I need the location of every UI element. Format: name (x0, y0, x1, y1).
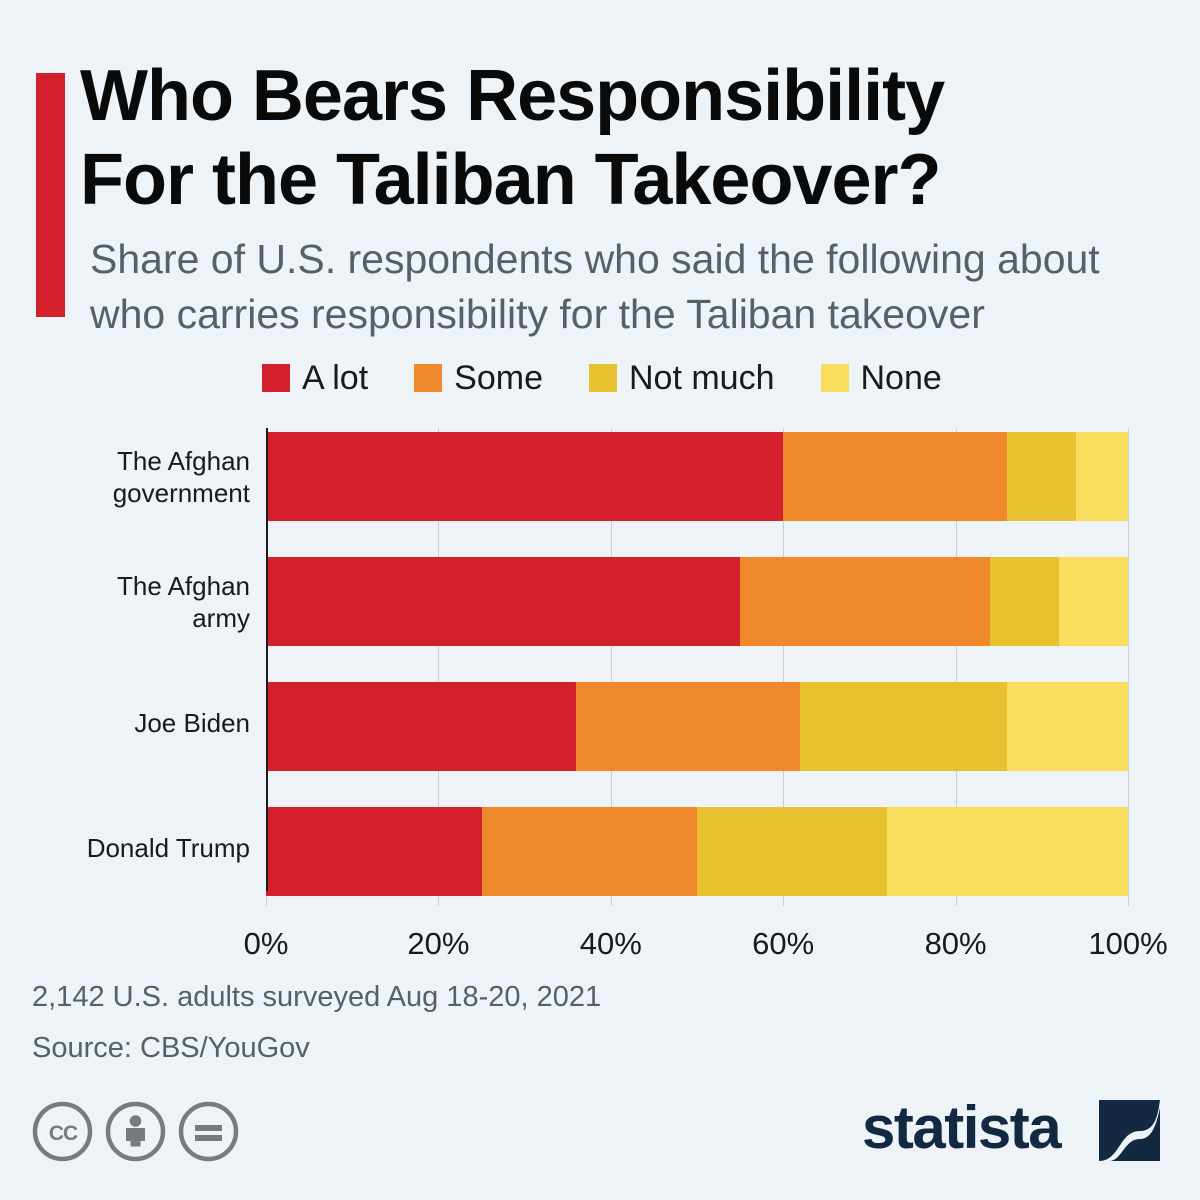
svg-text:CC: CC (49, 1122, 78, 1145)
svg-text:statista: statista (862, 1098, 1062, 1161)
